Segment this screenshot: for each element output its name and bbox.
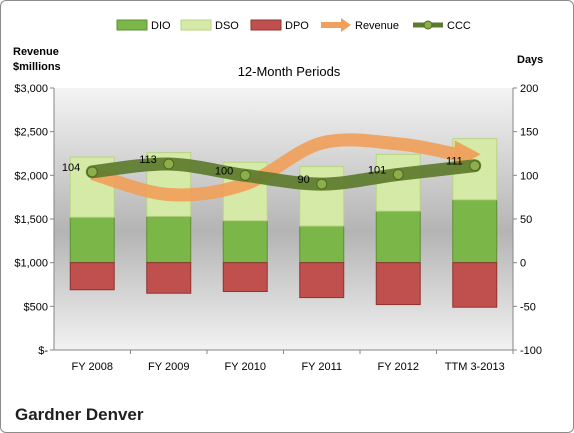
company-name: Gardner Denver — [15, 405, 144, 424]
x-tick-label-fy-2010: FY 2010 — [225, 361, 266, 373]
dpo-bar-fy-2008 — [69, 262, 115, 291]
dio-bar-fy-2010 — [222, 220, 268, 264]
right-tick-label-200: 200 — [520, 83, 538, 95]
ccc-data-label-fy-2010: 100 — [215, 165, 233, 177]
x-tick-label-ttm-3-2013: TTM 3-2013 — [445, 361, 505, 373]
legend-swatch-dso — [180, 19, 212, 31]
plot-area — [54, 88, 513, 350]
x-tick-label-fy-2011: FY 2011 — [301, 361, 342, 373]
ccc-data-label-fy-2012: 101 — [368, 164, 386, 176]
right-tick-label-100: 100 — [520, 170, 538, 182]
ccc-data-label-fy-2008: 104 — [62, 162, 80, 174]
ccc-point-fy-2012 — [392, 168, 404, 180]
left-tick-label-500: $500 — [24, 301, 48, 313]
dso-bar-fy-2011 — [299, 166, 345, 227]
left-tick-label-: $- — [38, 345, 48, 357]
right-tick-label-0: 0 — [520, 258, 526, 270]
left-axis-title-line1: Revenue — [13, 46, 59, 58]
legend-swatch-dio — [116, 19, 148, 31]
ccc-point-fy-2011 — [316, 178, 328, 190]
ccc-point-fy-2008 — [86, 166, 98, 178]
dpo-bar-fy-2012 — [375, 262, 421, 306]
dio-bar-ttm-3-2013 — [452, 199, 498, 264]
dpo-bar-fy-2011 — [299, 262, 345, 299]
left-tick-label-2-000: $2,000 — [14, 170, 48, 182]
chart-subtitle: 12-Month Periods — [238, 64, 341, 79]
ccc-point-fy-2010 — [239, 169, 251, 181]
x-tick-label-fy-2012: FY 2012 — [378, 361, 419, 373]
right-tick-label-50: -50 — [520, 301, 536, 313]
right-axis-title: Days — [517, 54, 544, 66]
legend-label-dpo: DPO — [285, 20, 309, 32]
left-tick-label-2-500: $2,500 — [14, 127, 48, 139]
dio-bar-fy-2011 — [299, 225, 345, 264]
dpo-bar-fy-2009 — [146, 262, 192, 294]
lines-layer: 104 113 100 90 101 111 — [62, 133, 482, 202]
ccc-line — [85, 157, 482, 191]
legend-swatch-dpo — [250, 19, 282, 31]
legend-swatch-revenue — [321, 18, 351, 32]
dio-bar-fy-2012 — [375, 210, 421, 264]
legend-label-revenue: Revenue — [355, 20, 399, 32]
left-tick-label-1-500: $1,500 — [14, 214, 48, 226]
ccc-data-label-ttm-3-2013: 111 — [446, 156, 463, 168]
dio-bar-fy-2008 — [69, 216, 115, 264]
legend-label-dso: DSO — [215, 20, 239, 32]
left-tick-label-3-000: $3,000 — [14, 83, 48, 95]
ccc-point-ttm-3-2013 — [469, 160, 481, 172]
left-axis-title: Revenue $millions — [13, 45, 93, 75]
legend-label-ccc: CCC — [447, 20, 471, 32]
bars-layer — [69, 138, 498, 308]
dpo-bar-fy-2010 — [222, 262, 268, 292]
dio-bar-fy-2009 — [146, 215, 192, 264]
right-tick-label-50: 50 — [520, 214, 532, 226]
revenue-line — [90, 133, 458, 202]
left-axis-title-line2: $millions — [13, 61, 61, 73]
ccc-data-label-fy-2011: 90 — [298, 174, 310, 186]
dpo-bar-ttm-3-2013 — [452, 262, 498, 308]
legend: DIO DSO DPO Revenue CCC — [116, 18, 471, 32]
legend-label-dio: DIO — [151, 20, 171, 32]
ccc-point-fy-2009 — [163, 158, 175, 170]
left-tick-label-1-000: $1,000 — [14, 258, 48, 270]
x-tick-label-fy-2009: FY 2009 — [148, 361, 189, 373]
axes-layer: $- $500 $1,000 $1,500 $2,000 $2,500 $3,000 -100… — [14, 83, 542, 373]
legend-marker-ccc — [423, 20, 433, 30]
right-tick-label-100: -100 — [520, 345, 542, 357]
ccc-data-label-fy-2009: 113 — [139, 154, 157, 166]
x-tick-label-fy-2008: FY 2008 — [72, 361, 113, 373]
right-tick-label-150: 150 — [520, 127, 538, 139]
